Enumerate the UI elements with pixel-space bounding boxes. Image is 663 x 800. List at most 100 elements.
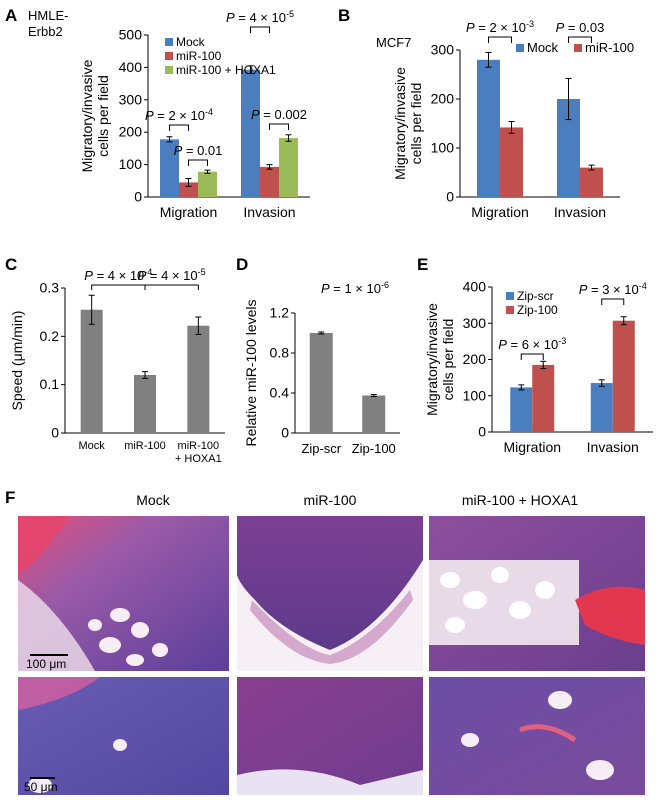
- histology-title-mir100: miR-100: [304, 492, 357, 508]
- chartC-category-label: miR-100: [178, 440, 220, 452]
- chartA-legend-label: miR-100 + HOXA1: [176, 63, 276, 77]
- chart-a: 0 100 200 300 400 500 Migration Invasion Migrato…: [79, 9, 310, 220]
- chartA-ytick-label: 0: [134, 189, 142, 205]
- micrograph-mock-high: [18, 677, 229, 795]
- chartE-p-value: P = 3 × 10-4: [579, 281, 647, 297]
- chartB-significance-bracket: [488, 36, 512, 43]
- panel-letter-a: A: [5, 6, 17, 25]
- chartD-ytick-label: 0.8: [270, 345, 290, 361]
- chartA-p-value: P = 4 × 10-5: [226, 9, 294, 25]
- chartB-bar: [557, 99, 580, 197]
- chartE-category-label: Invasion: [587, 439, 639, 455]
- panel-letter-b: B: [338, 6, 350, 25]
- chartC-category-label: miR-100: [124, 440, 166, 452]
- chartD-ytick-label: 0.4: [270, 385, 290, 401]
- chartC-p-value: P = 4 × 10-4: [84, 267, 152, 283]
- histology-title-mock: Mock: [136, 492, 170, 508]
- panel-letter-f: F: [5, 488, 15, 507]
- chartC-significance-bracket: [144, 284, 199, 290]
- chartA-significance-bracket: [269, 123, 289, 130]
- chartB-ytick-label: 0: [446, 189, 454, 205]
- chartE-legend-swatch: [506, 306, 514, 314]
- chartA-p-value: P = 0.01: [174, 143, 223, 158]
- chartD-ytick-label: 0: [281, 425, 289, 441]
- micrograph-mir100-hoxa1-high: [429, 677, 645, 795]
- chartE-y-label: Migratory/invasive: [424, 303, 440, 416]
- chartA-ytick-label: 500: [119, 27, 143, 43]
- chartD-y-label: Relative miR-100 levels: [243, 299, 259, 446]
- chartB-significance-bracket: [568, 36, 592, 43]
- chartB-y-label: Migratory/invasive: [392, 67, 408, 180]
- chartB-ytick-label: 300: [431, 42, 455, 58]
- chartC-y-label: Speed (μm/min): [9, 311, 25, 411]
- panel-letter-d: D: [236, 255, 248, 274]
- chartA-bar: [241, 69, 260, 197]
- chartD-category-label: Zip-100: [352, 441, 396, 456]
- panel-a-cell-line-1: HMLE-: [28, 8, 68, 23]
- chartA-legend-label: Mock: [176, 35, 206, 49]
- chartC-ytick-label: 0.1: [40, 376, 60, 392]
- chart-d: 0 0.4 0.8 1.2 Zip-scr Zip-100 Relative miR-100…: [243, 280, 400, 456]
- chartA-category-label: Invasion: [243, 204, 295, 220]
- chartE-bar: [510, 387, 533, 432]
- chartB-legend-label: miR-100: [585, 40, 634, 55]
- chartD-category-label: Zip-scr: [301, 441, 341, 456]
- chartB-legend-swatch: [574, 44, 582, 52]
- chartE-significance-bracket: [520, 353, 544, 360]
- chartC-p-value: P = 4 × 10-5: [138, 267, 206, 283]
- chartB-ytick-label: 100: [431, 140, 455, 156]
- panel-a-cell-line-2: Erbb2: [28, 24, 63, 39]
- scale-label-top: 100 μm: [26, 657, 66, 671]
- chartA-bar: [279, 138, 298, 197]
- histology-title-mir100-hoxa1: miR-100 + HOXA1: [462, 492, 579, 508]
- chartB-y-label: cells per field: [408, 83, 424, 165]
- chartC-ytick-label: 0.2: [40, 328, 60, 344]
- chartA-category-label: Migration: [160, 204, 218, 220]
- chartC-bar: [80, 309, 103, 433]
- chartA-significance-bracket: [188, 159, 208, 166]
- chartA-legend-swatch: [165, 66, 173, 74]
- chartB-category-label: Invasion: [554, 204, 606, 220]
- chartC-bar: [187, 325, 210, 433]
- chartE-ytick-label: 300: [463, 315, 487, 331]
- chartB-bar: [500, 127, 523, 197]
- micrograph-mir100-low: [237, 516, 423, 671]
- chartA-ytick-label: 100: [119, 156, 143, 172]
- chartC-bar: [134, 375, 156, 433]
- chart-b: 0 100 200 300 Migration Invasion Migratory/inv…: [392, 19, 634, 220]
- chartB-legend-label: Mock: [527, 40, 559, 55]
- chartC-ytick-label: 0.3: [40, 280, 60, 296]
- chartA-bar: [179, 182, 198, 197]
- chartE-y-label: cells per field: [440, 319, 456, 401]
- chartE-bar: [612, 320, 635, 432]
- chartC-category-label: + HOXA1: [175, 453, 222, 465]
- chartE-ytick-label: 0: [478, 424, 486, 440]
- chart-e: 0 100 200 300 400 Migration Invasion Migratory/…: [424, 279, 653, 455]
- chartC-ytick-label: 0: [51, 425, 59, 441]
- micrograph-mir100-hoxa1-low: [429, 516, 645, 671]
- chartA-ytick-label: 200: [119, 124, 143, 140]
- chartA-bar: [198, 171, 217, 197]
- chartA-significance-bracket: [169, 124, 189, 131]
- chartA-legend-swatch: [165, 52, 173, 60]
- chartA-y-label: cells per field: [95, 75, 111, 157]
- chartA-legend-label: miR-100: [176, 49, 222, 63]
- chartA-ytick-label: 400: [119, 59, 143, 75]
- chartA-significance-bracket: [250, 26, 270, 33]
- chartA-ytick-label: 300: [119, 91, 143, 107]
- chartC-significance-bracket: [91, 284, 146, 290]
- chartB-p-value: P = 2 × 10-3: [466, 19, 534, 35]
- chartE-legend-label: Zip-scr: [517, 289, 554, 303]
- panel-letter-c: C: [5, 255, 17, 274]
- panel-b-cell-line: MCF7: [376, 35, 411, 50]
- chartE-bar: [590, 383, 613, 432]
- micrograph-mir100-high: [237, 677, 423, 795]
- chartB-bar: [580, 167, 603, 197]
- chartB-category-label: Migration: [471, 204, 529, 220]
- scale-label-bottom: 50 μm: [24, 780, 58, 794]
- chartA-legend-swatch: [165, 38, 173, 46]
- chartB-p-value: P = 0.03: [556, 20, 605, 35]
- chartE-ytick-label: 400: [463, 279, 487, 295]
